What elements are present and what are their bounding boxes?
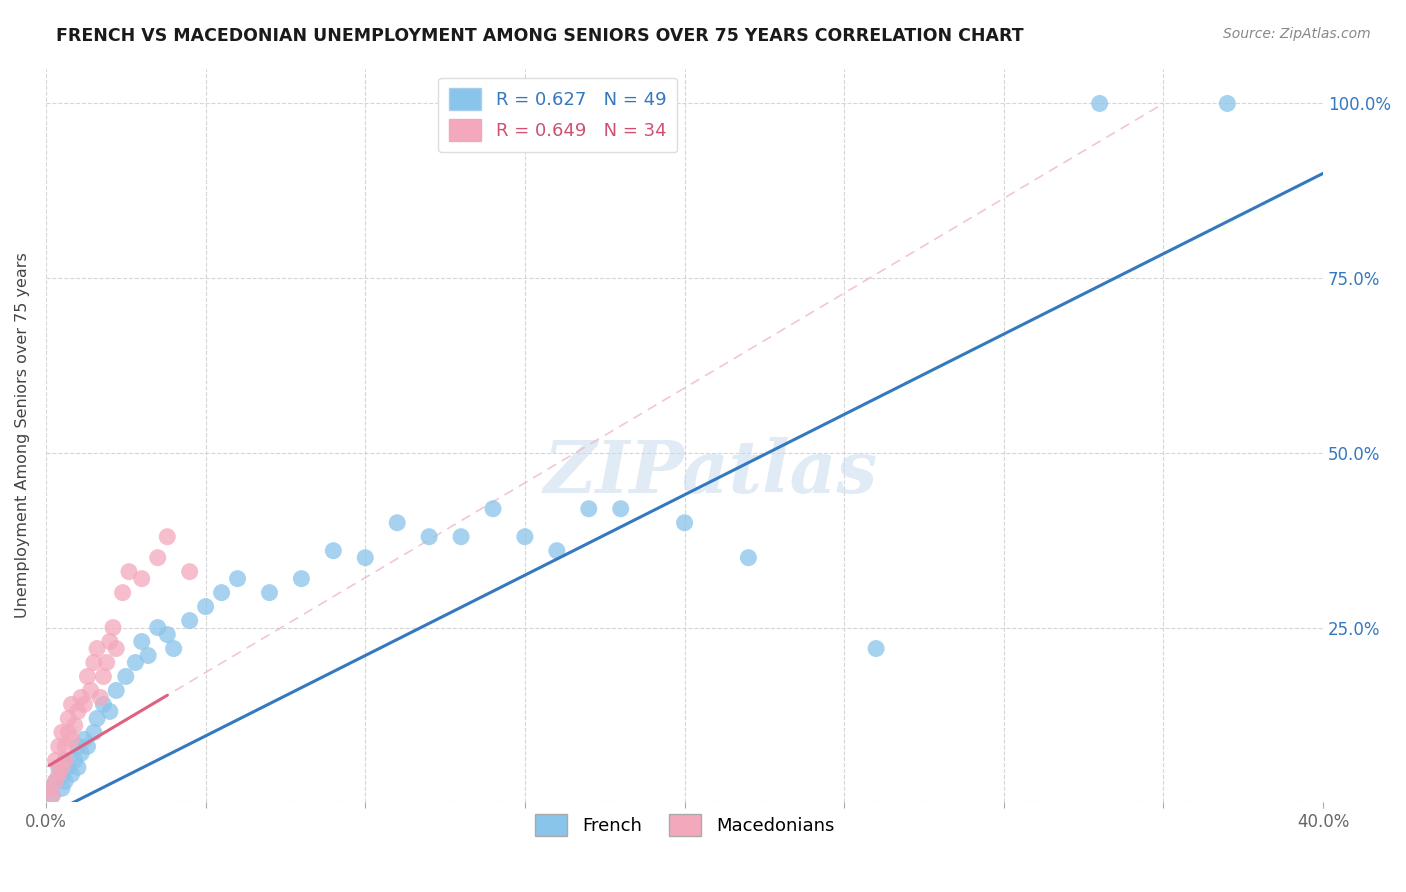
Point — [48, 767, 70, 781]
Point — [38, 781, 60, 796]
Point — [73, 732, 96, 747]
Point — [111, 585, 134, 599]
Point — [53, 774, 76, 789]
Y-axis label: Unemployment Among Seniors over 75 years: Unemployment Among Seniors over 75 years — [15, 252, 30, 618]
Point — [322, 543, 344, 558]
Point — [290, 572, 312, 586]
Point — [1216, 96, 1239, 111]
Point — [60, 698, 83, 712]
Point — [179, 614, 201, 628]
Point — [211, 585, 233, 599]
Point — [53, 739, 76, 754]
Point — [146, 550, 169, 565]
Point — [96, 656, 118, 670]
Point — [38, 781, 60, 796]
Point — [259, 585, 281, 599]
Point — [124, 656, 146, 670]
Text: FRENCH VS MACEDONIAN UNEMPLOYMENT AMONG SENIORS OVER 75 YEARS CORRELATION CHART: FRENCH VS MACEDONIAN UNEMPLOYMENT AMONG … — [56, 27, 1024, 45]
Point — [1088, 96, 1111, 111]
Point — [609, 501, 631, 516]
Point — [70, 690, 93, 705]
Point — [673, 516, 696, 530]
Point — [66, 705, 89, 719]
Point — [60, 767, 83, 781]
Point — [83, 656, 105, 670]
Point — [136, 648, 159, 663]
Text: ZIPatlas: ZIPatlas — [543, 436, 877, 508]
Point — [41, 789, 63, 803]
Point — [146, 621, 169, 635]
Point — [93, 669, 115, 683]
Point — [73, 698, 96, 712]
Point — [51, 725, 73, 739]
Point — [76, 669, 98, 683]
Legend: French, Macedonians: French, Macedonians — [526, 805, 844, 845]
Point — [48, 760, 70, 774]
Point — [70, 747, 93, 761]
Point — [66, 760, 89, 774]
Point — [45, 774, 67, 789]
Point — [194, 599, 217, 614]
Point — [83, 725, 105, 739]
Point — [93, 698, 115, 712]
Point — [179, 565, 201, 579]
Point — [86, 711, 108, 725]
Point — [354, 550, 377, 565]
Point — [156, 530, 179, 544]
Point — [48, 739, 70, 754]
Point — [105, 641, 128, 656]
Point — [385, 516, 408, 530]
Point — [163, 641, 186, 656]
Point — [53, 753, 76, 767]
Point — [865, 641, 887, 656]
Point — [76, 739, 98, 754]
Point — [450, 530, 472, 544]
Point — [60, 732, 83, 747]
Point — [51, 767, 73, 781]
Point — [131, 572, 153, 586]
Point — [86, 641, 108, 656]
Point — [53, 753, 76, 767]
Point — [156, 627, 179, 641]
Point — [578, 501, 600, 516]
Point — [51, 760, 73, 774]
Point — [58, 725, 80, 739]
Point — [98, 705, 121, 719]
Point — [114, 669, 136, 683]
Point — [546, 543, 568, 558]
Point — [45, 753, 67, 767]
Point — [482, 501, 505, 516]
Point — [418, 530, 440, 544]
Point — [105, 683, 128, 698]
Point — [45, 774, 67, 789]
Point — [63, 718, 86, 732]
Point — [79, 683, 101, 698]
Point — [89, 690, 111, 705]
Point — [41, 789, 63, 803]
Point — [513, 530, 536, 544]
Point — [737, 550, 759, 565]
Point — [58, 711, 80, 725]
Point — [118, 565, 141, 579]
Point — [131, 634, 153, 648]
Point — [58, 760, 80, 774]
Point — [51, 781, 73, 796]
Point — [226, 572, 249, 586]
Point — [63, 753, 86, 767]
Point — [101, 621, 124, 635]
Text: Source: ZipAtlas.com: Source: ZipAtlas.com — [1223, 27, 1371, 41]
Point — [66, 739, 89, 754]
Point — [98, 634, 121, 648]
